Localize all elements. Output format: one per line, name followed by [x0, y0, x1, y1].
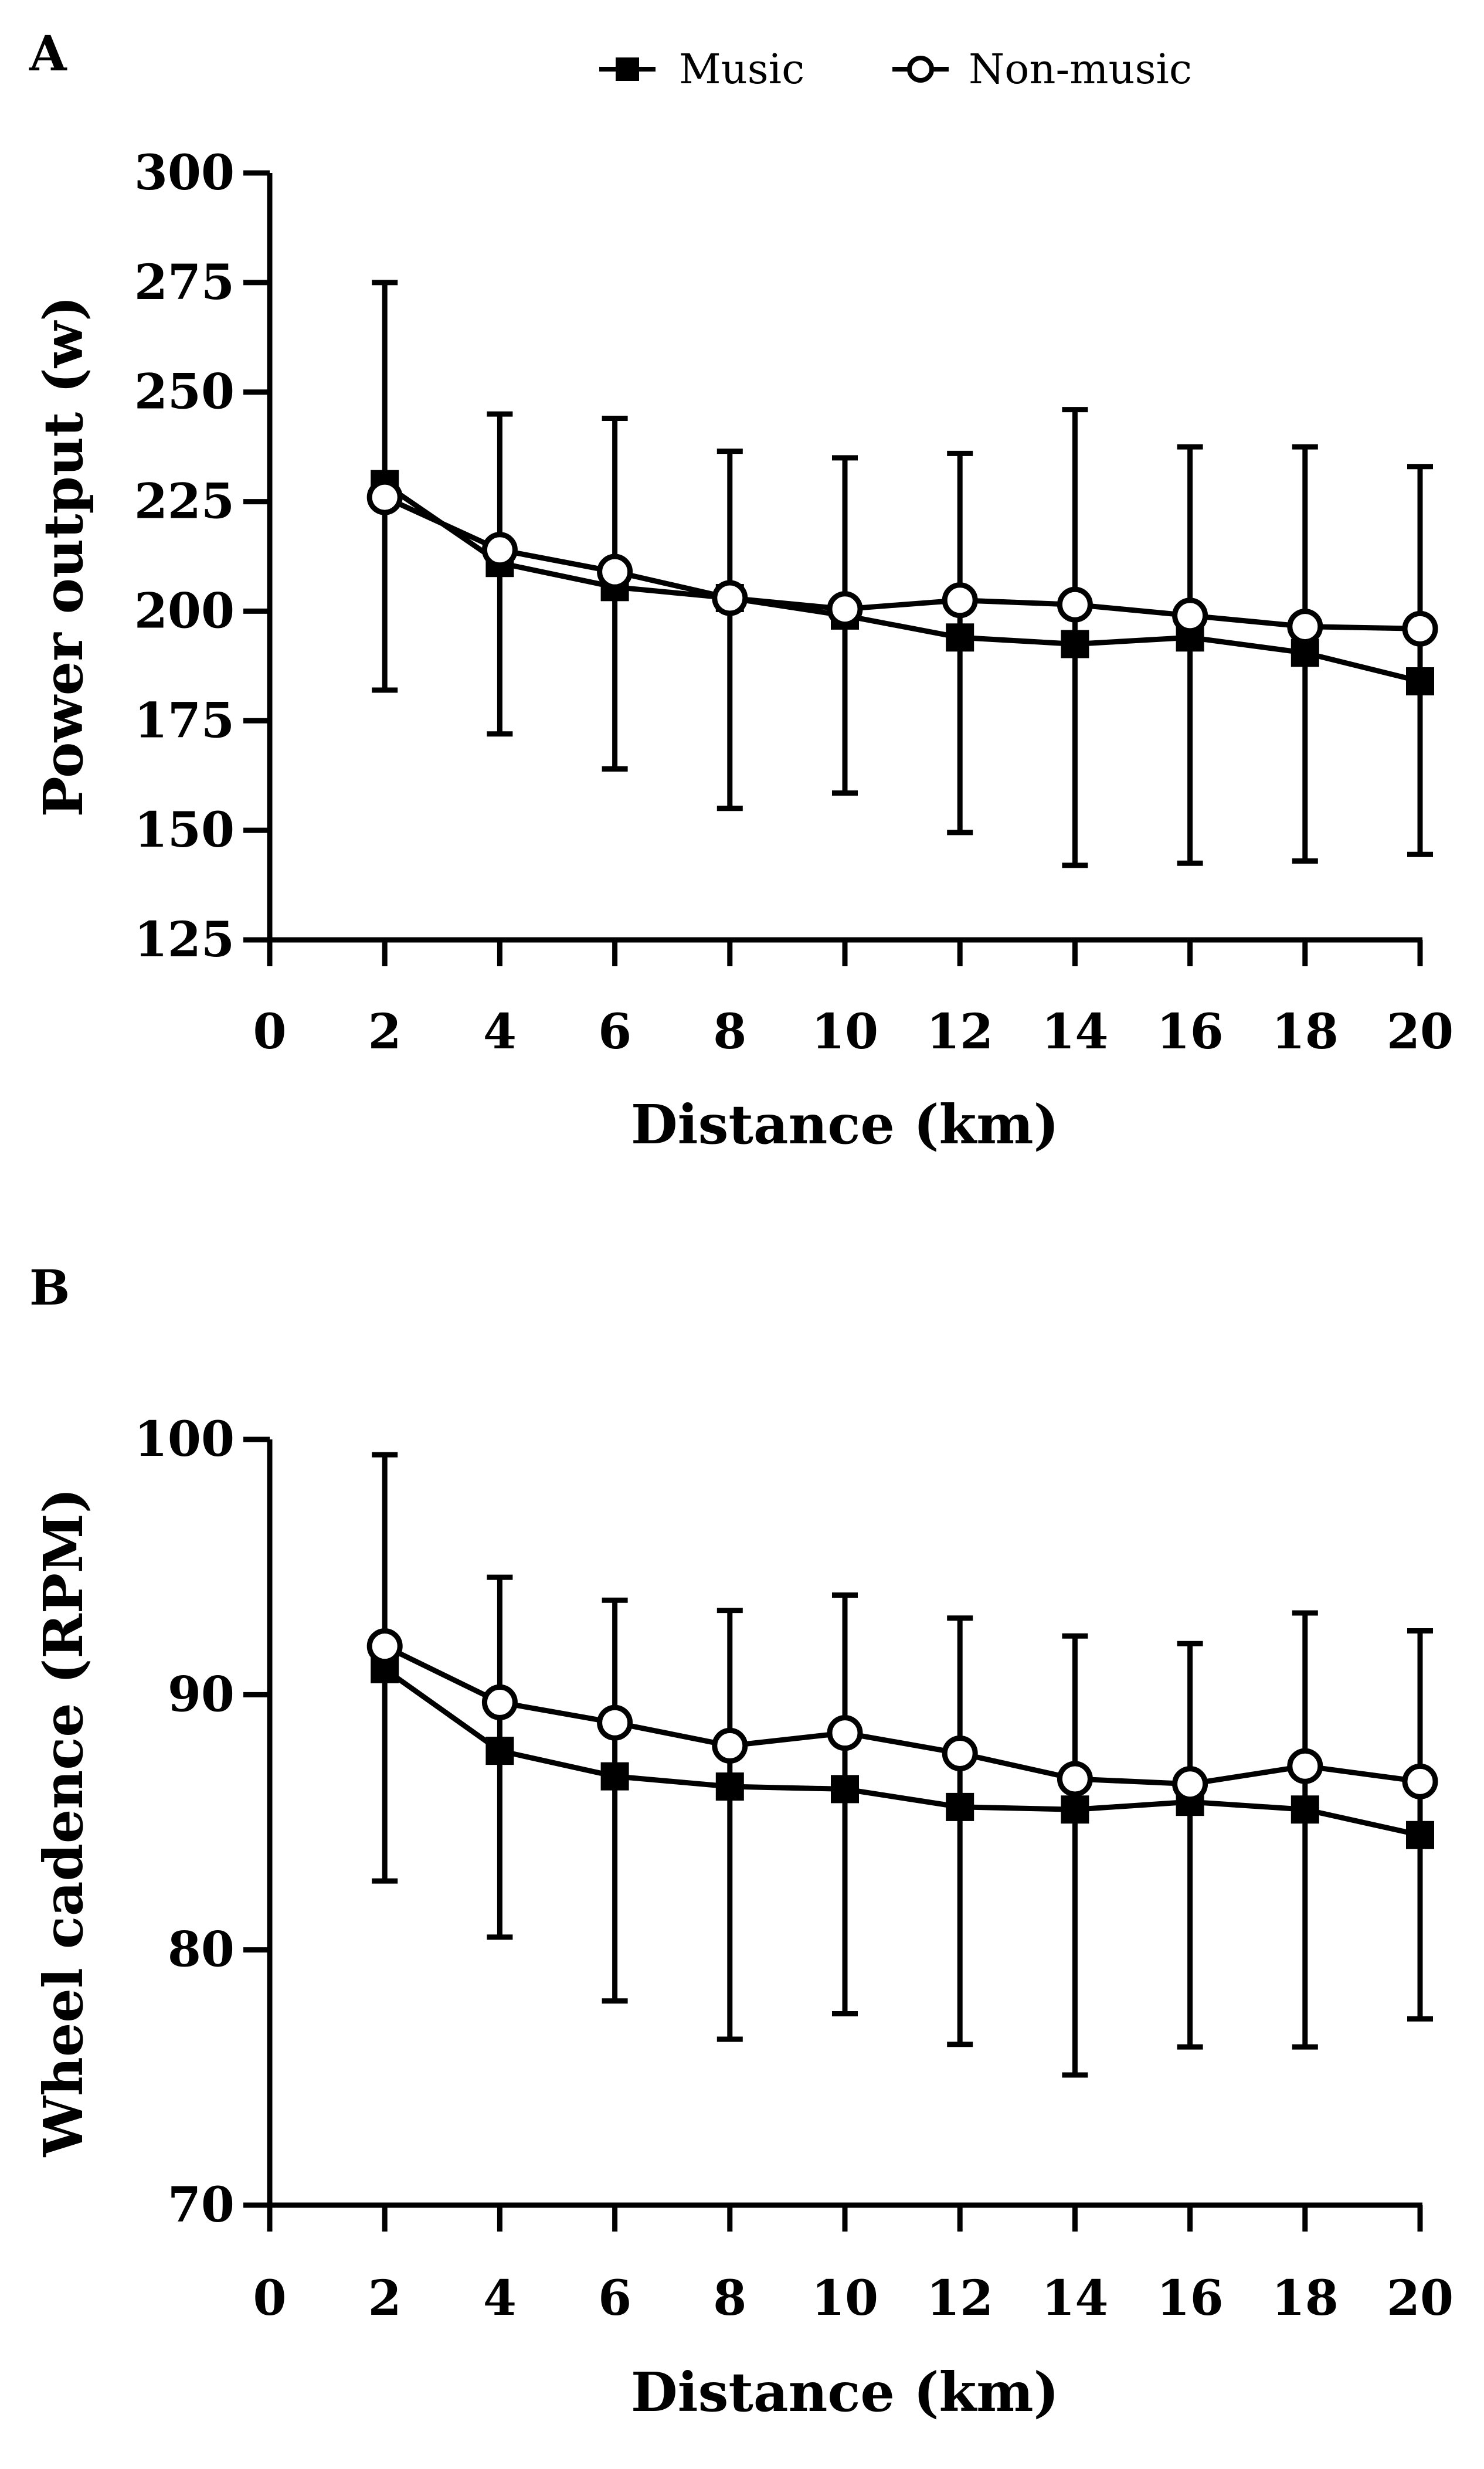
point-non-music [1402, 1763, 1438, 1799]
y-tick-label: 80 [168, 1922, 235, 1978]
x-tick-label: 16 [1157, 1004, 1224, 1060]
point-music [715, 1772, 744, 1801]
point-non-music [1057, 1761, 1093, 1797]
series-line-non-music [383, 495, 1421, 631]
point-music [1406, 1821, 1434, 1849]
y-tick-label: 100 [134, 1411, 235, 1468]
error-bar [832, 1592, 858, 2016]
error-bar [1292, 1610, 1318, 2050]
y-tick-label: 300 [134, 145, 235, 201]
point-non-music [1172, 597, 1208, 634]
legend-music-marker [616, 57, 639, 81]
legend-item-non-music: Non-music [892, 45, 1192, 93]
error-bar [716, 1608, 743, 2042]
x-tick-label: 14 [1041, 1004, 1108, 1060]
point-non-music [481, 532, 518, 568]
series-line-music [383, 481, 1421, 684]
x-axis-title: Distance (km) [631, 2361, 1059, 2424]
error-bar [1062, 1633, 1088, 2078]
x-tick-label: 20 [1387, 1004, 1454, 1060]
point-music [1406, 667, 1434, 696]
error-bar [1177, 1641, 1203, 2050]
chart-wheel-cadence: 70 80 90 100 0 2 4 6 8 10 12 14 16 18 20 Distance (km) W… [32, 1411, 1454, 2424]
point-music [1061, 1795, 1089, 1824]
x-tick-label: 10 [811, 1004, 878, 1060]
point-non-music [1057, 586, 1093, 623]
point-music [485, 1737, 514, 1765]
error-bar [1407, 464, 1433, 857]
x-tick-label: 8 [713, 2270, 746, 2327]
x-tick-label: 16 [1157, 2270, 1224, 2327]
y-tick-label: 250 [134, 364, 235, 420]
x-tick-label: 2 [368, 2270, 402, 2327]
point-non-music [1172, 1766, 1208, 1802]
error-bar [947, 1615, 973, 2047]
point-non-music [1287, 609, 1323, 645]
error-bar [716, 449, 743, 811]
x-axis-title: Distance (km) [631, 1093, 1059, 1156]
x-tick-label: 8 [713, 1004, 746, 1060]
point-non-music [942, 1735, 978, 1771]
point-non-music [597, 1704, 633, 1741]
y-tick-label: 175 [134, 692, 235, 749]
point-music [946, 1792, 974, 1821]
x-tick-label: 2 [368, 1004, 402, 1060]
y-tick-label: 70 [168, 2177, 235, 2233]
legend-non-music-label: Non-music [969, 45, 1192, 93]
point-non-music [827, 591, 863, 627]
point-music [1061, 630, 1089, 658]
legend-non-music-marker [907, 56, 934, 83]
y-tick-label: 200 [134, 583, 235, 639]
x-tick-label: 0 [253, 2270, 286, 2327]
point-non-music [597, 553, 633, 590]
x-tick-label: 20 [1387, 2270, 1454, 2327]
point-music [831, 1775, 859, 1804]
y-tick-label: 225 [134, 474, 235, 530]
x-tick-label: 0 [253, 1004, 286, 1060]
x-tick-label: 14 [1041, 2270, 1108, 2327]
legend-music-label: Music [679, 45, 804, 93]
legend-item-music: Music [599, 45, 804, 93]
y-tick-label: 125 [134, 912, 235, 968]
point-non-music [481, 1684, 518, 1720]
x-tick-label: 12 [926, 1004, 993, 1060]
x-tick-label: 4 [483, 1004, 517, 1060]
point-non-music [366, 479, 403, 515]
x-tick-label: 12 [926, 2270, 993, 2327]
y-tick-label: 150 [134, 802, 235, 858]
y-axis-title: Power output (w) [32, 296, 95, 817]
chart-power-output: 125 150 175 200 225 250 275 300 0 2 4 6 8 10 12 14 16 18 2… [32, 145, 1454, 1156]
x-tick-label: 10 [811, 2270, 878, 2327]
point-non-music [712, 1727, 748, 1764]
point-non-music [1287, 1748, 1323, 1784]
x-tick-label: 6 [598, 2270, 631, 2327]
point-non-music [712, 580, 748, 616]
point-non-music [827, 1715, 863, 1751]
error-bar [1177, 444, 1203, 866]
x-tick-label: 18 [1272, 2270, 1339, 2327]
point-non-music [942, 582, 978, 619]
series-line-non-music [383, 1643, 1421, 1787]
point-non-music [366, 1628, 403, 1665]
panel-label-a: A [29, 26, 67, 82]
x-tick-label: 4 [483, 2270, 517, 2327]
point-non-music [1402, 610, 1438, 647]
y-tick-label: 275 [134, 254, 235, 311]
legend: Music Non-music [599, 45, 1192, 93]
y-axis-title: Wheel cadence (RPM) [32, 1488, 95, 2158]
point-music [1291, 1795, 1319, 1824]
point-music [600, 1762, 629, 1791]
panel-label-b: B [29, 1260, 70, 1316]
point-music [946, 623, 974, 652]
x-tick-label: 18 [1272, 1004, 1339, 1060]
error-bar [602, 1597, 628, 2004]
y-tick-label: 90 [168, 1666, 235, 1723]
series-line-music [383, 1667, 1421, 1838]
x-tick-label: 6 [598, 1004, 631, 1060]
